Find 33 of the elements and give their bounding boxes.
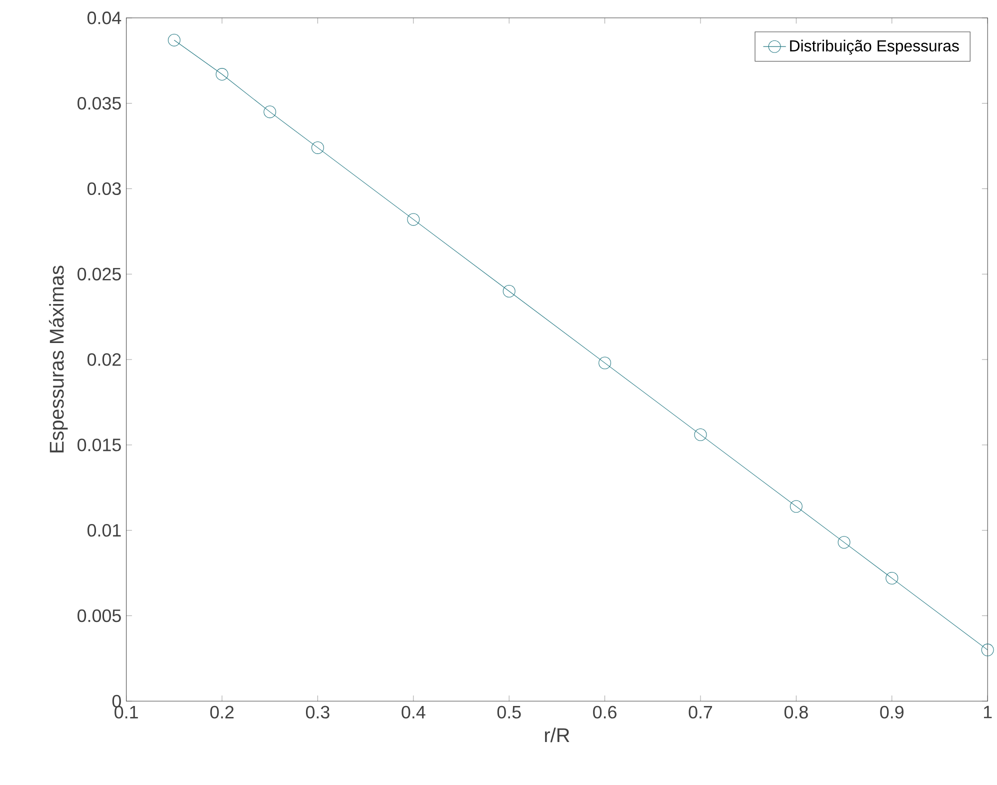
y-tick-label: 0.02 [87, 353, 121, 366]
x-tick-label: 0.5 [497, 706, 521, 719]
point [790, 500, 802, 513]
point [598, 356, 612, 370]
x-tick-label: 0.2 [210, 706, 234, 719]
x-axis-title: r/R [545, 728, 570, 742]
x-tick-label: 0.7 [688, 706, 712, 719]
point [311, 142, 324, 154]
y-tick-label: 0.03 [87, 182, 121, 196]
legend-label: Distribuição Espessuras [790, 40, 959, 55]
y-tick-label: 0.01 [87, 524, 121, 537]
x-tick-label: 0.3 [306, 706, 330, 719]
y-tick-label: 0.025 [78, 268, 121, 281]
point [886, 572, 898, 585]
y-tick-label: 0.04 [87, 12, 122, 24]
point [981, 644, 994, 656]
point [694, 428, 707, 442]
x-tick-label: 0.1 [114, 706, 138, 719]
y-tick-label: 0.005 [78, 610, 121, 622]
x-tick-label: 0.8 [784, 706, 808, 719]
point [502, 285, 516, 298]
x-tick-label: 0.4 [402, 706, 426, 719]
point [216, 68, 228, 81]
x-tick-label: 0.6 [593, 706, 616, 719]
point [838, 536, 850, 549]
y-axis-title: Espessuras Máximas [48, 266, 68, 453]
point [407, 213, 420, 226]
x-tick-label: 1 [984, 706, 992, 718]
y-tick-label: 0.015 [78, 438, 121, 452]
x-tick-label: 0.9 [880, 706, 904, 719]
y-tick-label: 0.035 [78, 97, 121, 110]
point [168, 34, 180, 46]
point [264, 106, 276, 118]
